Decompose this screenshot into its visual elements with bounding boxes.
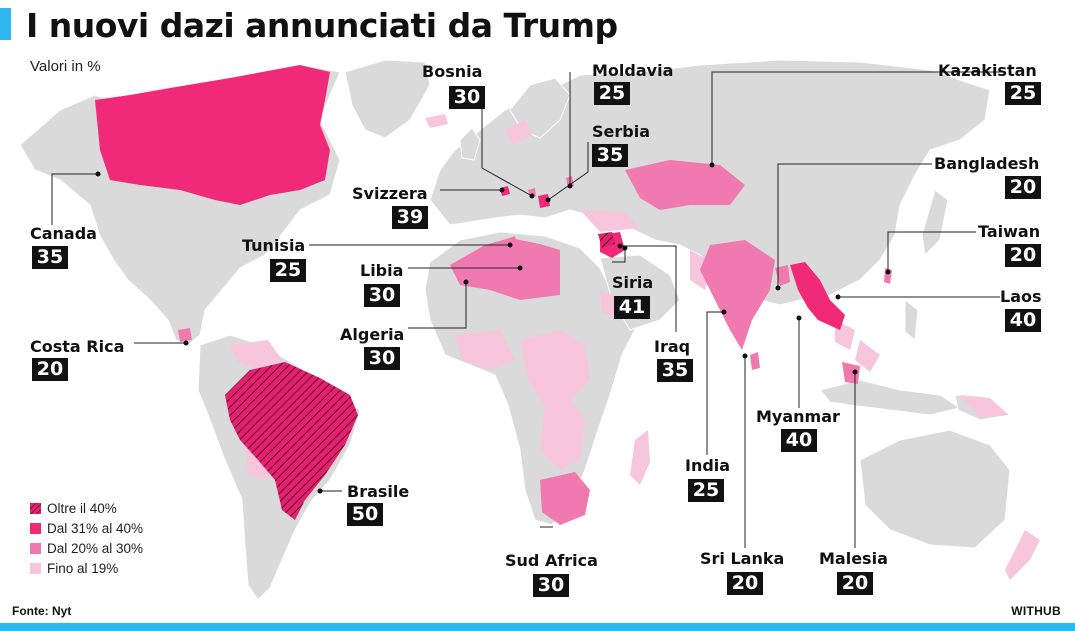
value-sud-africa: 30 <box>533 574 569 597</box>
value-taiwan: 20 <box>1005 244 1041 267</box>
label-laos: Laos <box>1000 287 1042 306</box>
leader-lines <box>51 71 1003 548</box>
leader-dots <box>95 162 891 494</box>
label-algeria: Algeria <box>340 325 405 344</box>
label-siria: Siria <box>612 273 654 292</box>
value-canada: 35 <box>32 246 68 269</box>
landmass-australia <box>859 429 1011 549</box>
value-bosnia: 30 <box>449 86 485 109</box>
region-canada <box>95 65 330 205</box>
legend-item-up-to-19: Fino al 19% <box>30 558 143 578</box>
label-svizzera: Svizzera <box>352 184 428 203</box>
value-kazakistan: 25 <box>1005 82 1041 105</box>
legend-swatch-hatched <box>30 502 41 514</box>
value-bangladesh: 20 <box>1005 176 1041 199</box>
legend-item-31-40: Dal 31% al 40% <box>30 518 143 538</box>
region-costa-rica <box>178 328 192 342</box>
landmass-japan <box>921 189 949 257</box>
region-serbia <box>538 194 550 208</box>
value-moldavia: 25 <box>594 82 630 105</box>
title-accent-bar <box>0 8 11 40</box>
value-tunisia: 25 <box>270 259 306 282</box>
value-svizzera: 39 <box>392 206 428 229</box>
legend-swatch <box>30 562 41 574</box>
map-title: I nuovi dazi annunciati da Trump <box>26 6 618 45</box>
value-siria: 41 <box>614 296 650 319</box>
countries-up-to-19 <box>230 114 1040 580</box>
label-serbia: Serbia <box>592 122 650 141</box>
region-sri-lanka <box>750 352 760 370</box>
region-libya-algeria <box>450 238 560 300</box>
label-costa-rica: Costa Rica <box>30 337 125 356</box>
region-syria <box>598 232 615 248</box>
value-sri-lanka: 20 <box>727 572 763 595</box>
legend-label: Oltre il 40% <box>47 500 117 516</box>
region-bangladesh <box>775 265 790 286</box>
legend-label: Dal 20% al 30% <box>47 540 144 556</box>
value-libia: 30 <box>364 284 400 307</box>
region-myanmar-laos <box>790 262 845 330</box>
value-algeria: 30 <box>364 347 400 370</box>
bottom-accent-bar <box>0 623 1075 631</box>
value-serbia: 35 <box>592 144 628 167</box>
label-canada: Canada <box>30 224 97 243</box>
label-brasile: Brasile <box>347 482 410 501</box>
label-sri-lanka: Sri Lanka <box>700 549 785 568</box>
region-south-africa <box>540 472 590 525</box>
label-tunisia: Tunisia <box>242 236 306 255</box>
landmass-indonesia <box>819 379 962 416</box>
label-moldavia: Moldavia <box>592 61 674 80</box>
label-taiwan: Taiwan <box>978 222 1041 241</box>
region-kazakhstan <box>625 160 745 210</box>
region-malaysia <box>842 362 860 384</box>
landmass-greenland <box>344 59 431 139</box>
label-kazakistan: Kazakistan <box>938 61 1037 80</box>
value-myanmar: 40 <box>781 429 817 452</box>
legend-item-over-40: Oltre il 40% <box>30 498 143 518</box>
value-costa-rica: 20 <box>32 358 68 381</box>
label-india: India <box>685 456 731 475</box>
landmass-philippines <box>904 298 919 341</box>
countries-over-40 <box>225 232 615 520</box>
landmass-uk <box>459 127 481 161</box>
value-malesia: 20 <box>837 572 873 595</box>
label-libia: Libia <box>360 261 404 280</box>
value-iraq: 35 <box>657 359 693 382</box>
map-subtitle: Valori in % <box>30 58 101 75</box>
countries-31-to-40 <box>95 65 845 330</box>
legend-label: Fino al 19% <box>47 560 119 576</box>
value-brasile: 50 <box>347 503 383 526</box>
legend: Oltre il 40% Dal 31% al 40% Dal 20% al 3… <box>30 498 143 578</box>
label-bangladesh: Bangladesh <box>934 154 1040 173</box>
brand-logo: WITHUB <box>1011 604 1061 618</box>
region-brazil <box>225 362 358 520</box>
legend-item-20-30: Dal 20% al 30% <box>30 538 143 558</box>
value-india: 25 <box>688 479 724 502</box>
label-bosnia: Bosnia <box>422 62 483 81</box>
source-credit: Fonte: Nyt <box>12 604 72 618</box>
label-malesia: Malesia <box>819 549 888 568</box>
legend-swatch <box>30 522 41 534</box>
countries-20-to-30 <box>178 160 892 525</box>
legend-label: Dal 31% al 40% <box>47 520 144 536</box>
label-iraq: Iraq <box>654 337 691 356</box>
value-laos: 40 <box>1005 309 1041 332</box>
label-myanmar: Myanmar <box>756 407 840 426</box>
region-india <box>700 240 775 350</box>
legend-swatch <box>30 542 41 554</box>
label-sud-africa: Sud Africa <box>505 551 598 570</box>
